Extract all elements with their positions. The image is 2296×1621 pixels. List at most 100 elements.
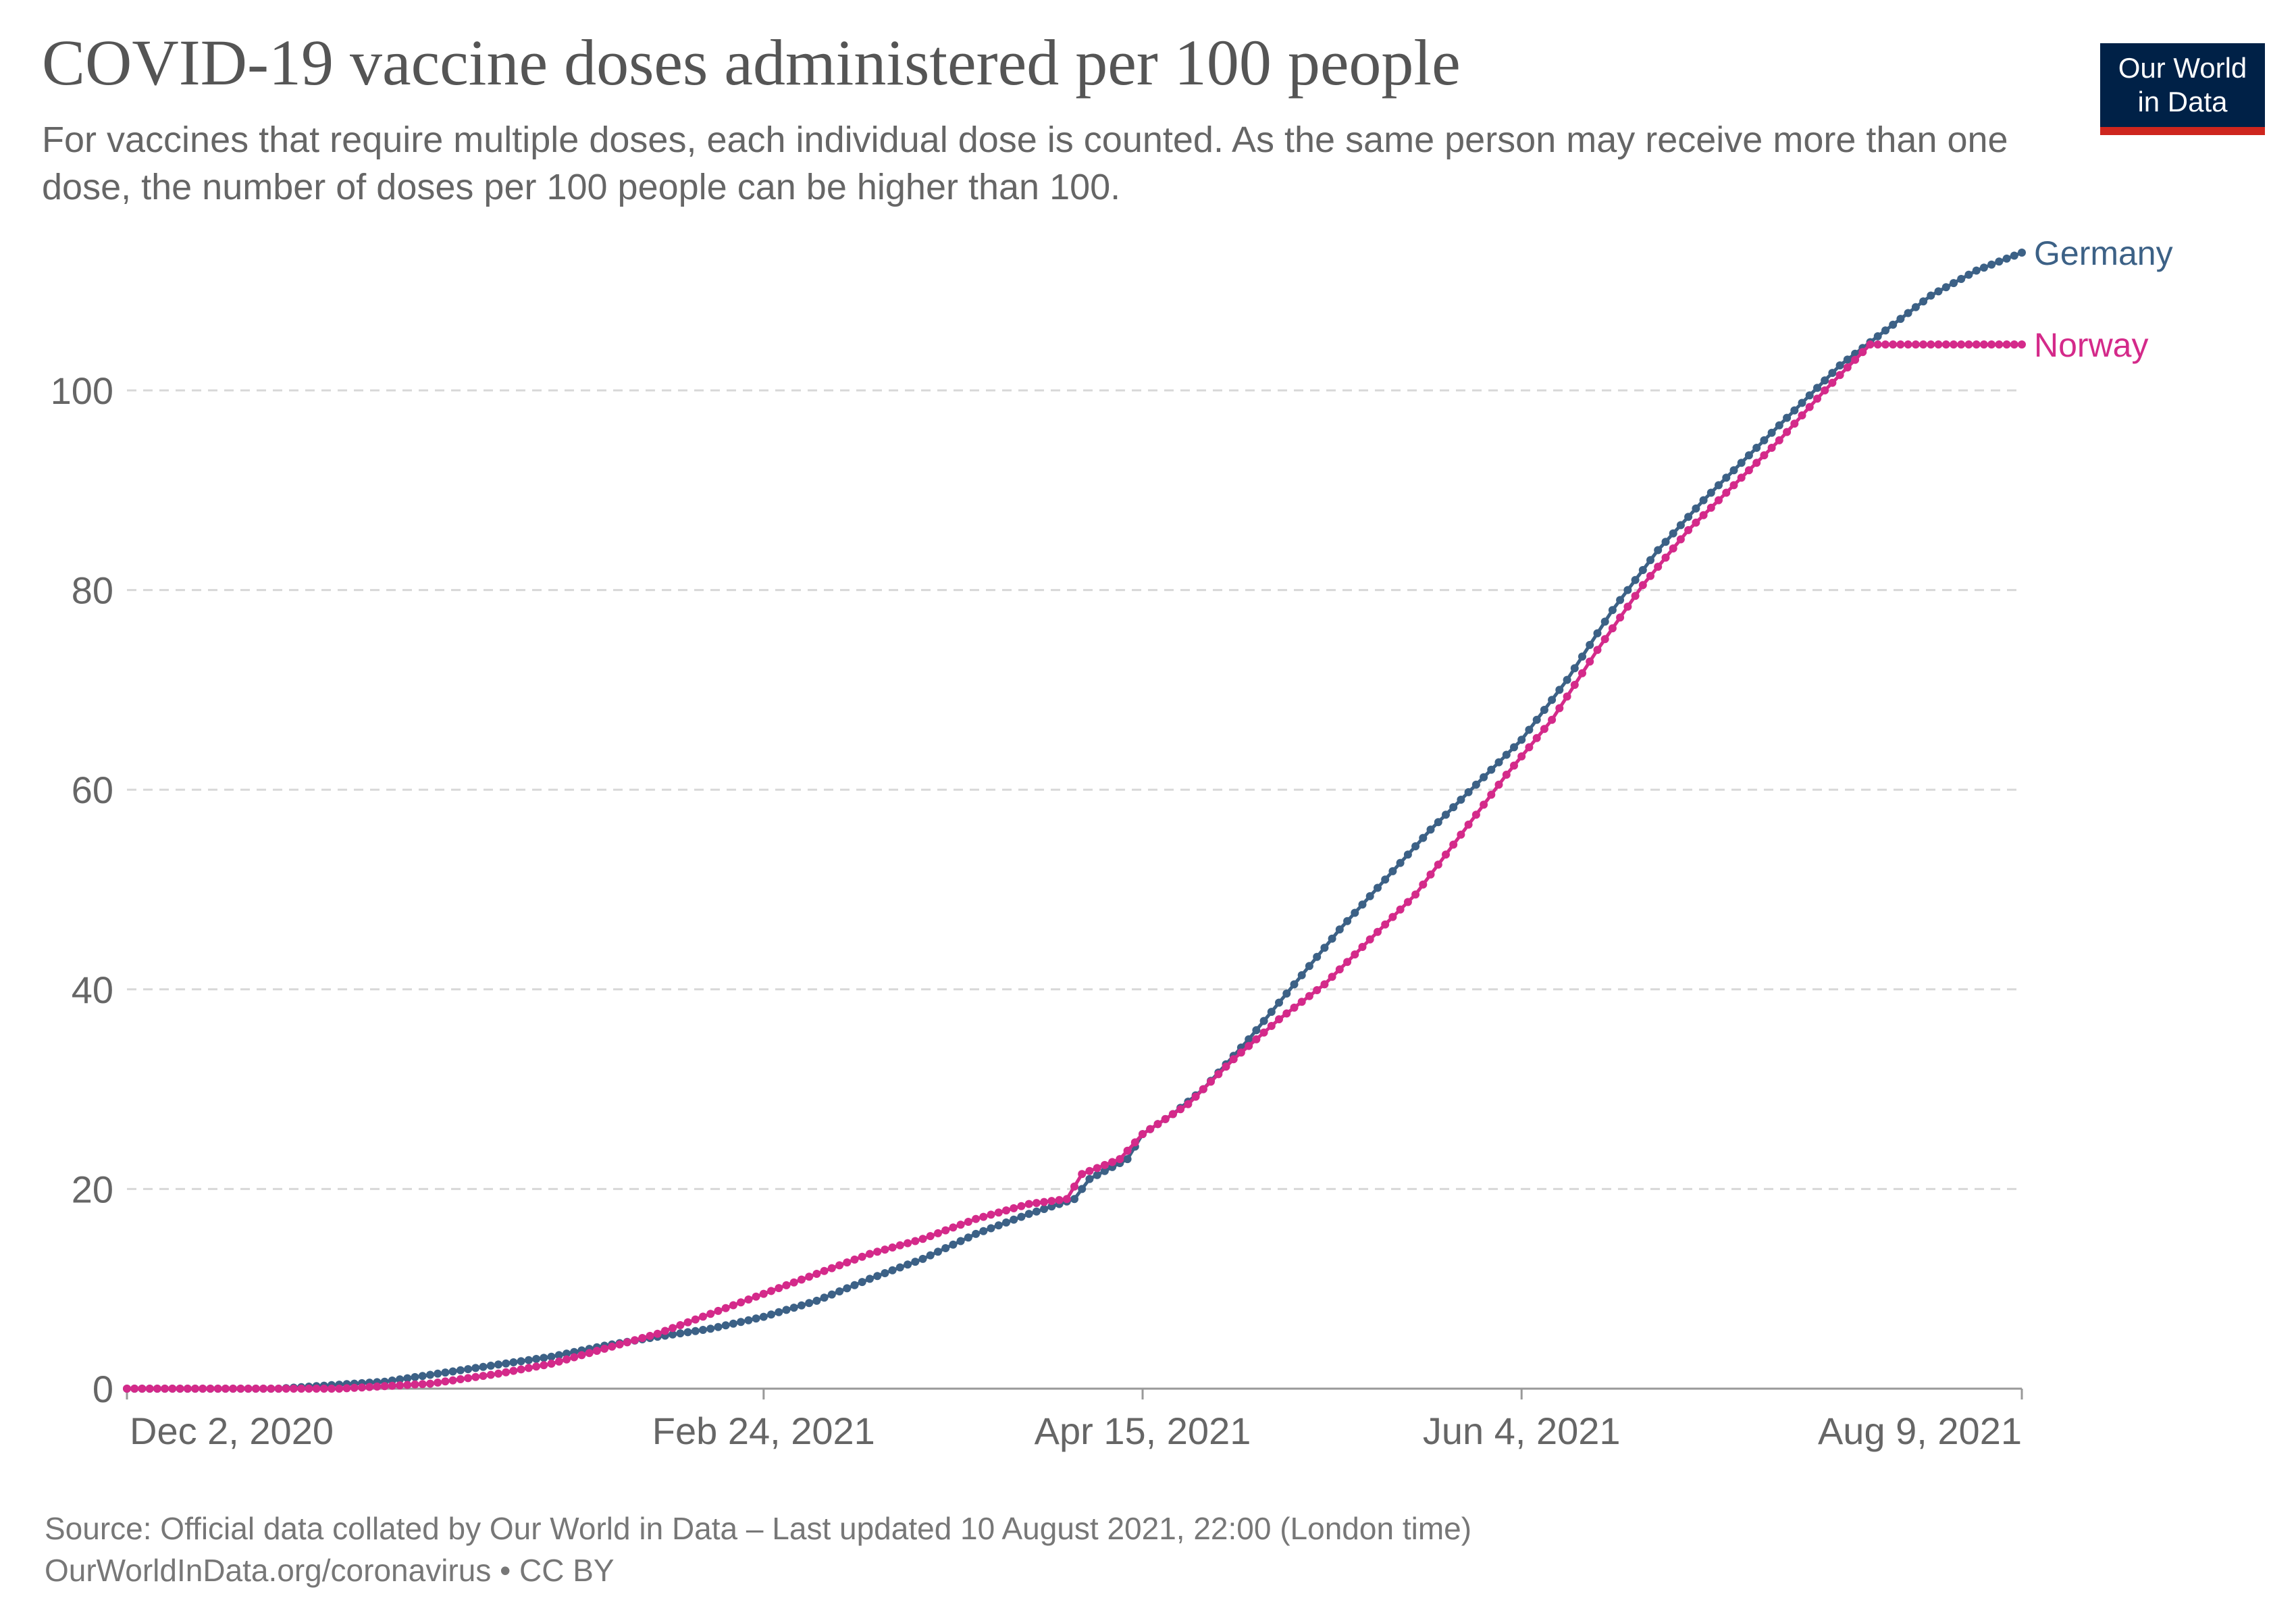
- data-point-norway[interactable]: [1471, 810, 1480, 819]
- data-point-norway[interactable]: [1374, 927, 1382, 936]
- data-point-germany[interactable]: [1085, 1175, 1094, 1183]
- data-point-norway[interactable]: [236, 1385, 245, 1393]
- data-point-germany[interactable]: [494, 1360, 502, 1369]
- data-point-norway[interactable]: [554, 1357, 563, 1366]
- data-point-norway[interactable]: [1525, 743, 1534, 752]
- data-point-norway[interactable]: [1987, 340, 1996, 349]
- data-point-germany[interactable]: [1578, 652, 1586, 661]
- data-point-germany[interactable]: [532, 1355, 541, 1363]
- data-point-norway[interactable]: [729, 1301, 737, 1310]
- data-point-norway[interactable]: [138, 1385, 147, 1393]
- data-point-germany[interactable]: [1267, 1008, 1276, 1017]
- data-point-germany[interactable]: [1070, 1195, 1078, 1204]
- data-point-germany[interactable]: [1957, 275, 1966, 283]
- data-point-norway[interactable]: [1578, 669, 1586, 677]
- data-point-germany[interactable]: [509, 1358, 518, 1366]
- data-point-germany[interactable]: [1320, 944, 1329, 952]
- data-point-norway[interactable]: [1457, 830, 1465, 839]
- data-point-germany[interactable]: [1638, 566, 1647, 574]
- data-point-germany[interactable]: [873, 1272, 882, 1281]
- data-point-norway[interactable]: [1654, 563, 1663, 571]
- data-point-germany[interactable]: [1631, 575, 1640, 584]
- data-point-germany[interactable]: [1502, 750, 1511, 759]
- data-point-norway[interactable]: [1403, 898, 1412, 906]
- data-point-germany[interactable]: [434, 1369, 442, 1378]
- data-point-germany[interactable]: [1040, 1205, 1049, 1213]
- data-point-germany[interactable]: [1245, 1035, 1253, 1044]
- data-point-norway[interactable]: [1062, 1195, 1071, 1204]
- data-point-norway[interactable]: [145, 1385, 154, 1393]
- data-point-norway[interactable]: [1078, 1170, 1087, 1179]
- data-point-norway[interactable]: [1972, 340, 1981, 349]
- data-point-norway[interactable]: [1706, 503, 1715, 512]
- data-point-norway[interactable]: [653, 1329, 662, 1338]
- data-point-norway[interactable]: [759, 1289, 768, 1298]
- data-point-germany[interactable]: [1706, 488, 1715, 497]
- data-point-germany[interactable]: [411, 1372, 419, 1381]
- data-point-norway[interactable]: [1692, 518, 1700, 527]
- data-point-norway[interactable]: [1593, 646, 1602, 654]
- data-point-norway[interactable]: [1737, 473, 1746, 482]
- data-point-norway[interactable]: [524, 1364, 533, 1372]
- data-point-norway[interactable]: [577, 1351, 586, 1360]
- data-point-norway[interactable]: [1957, 340, 1966, 349]
- data-point-norway[interactable]: [312, 1385, 321, 1393]
- data-point-norway[interactable]: [1889, 340, 1898, 349]
- data-point-norway[interactable]: [1896, 340, 1905, 349]
- data-point-germany[interactable]: [1752, 444, 1761, 452]
- data-point-germany[interactable]: [782, 1306, 791, 1314]
- data-point-norway[interactable]: [251, 1385, 260, 1393]
- data-point-germany[interactable]: [979, 1227, 988, 1235]
- data-point-germany[interactable]: [949, 1240, 958, 1249]
- data-point-germany[interactable]: [789, 1304, 798, 1312]
- data-point-norway[interactable]: [1941, 340, 1950, 349]
- data-point-norway[interactable]: [1343, 958, 1352, 967]
- data-point-germany[interactable]: [1002, 1218, 1010, 1227]
- data-point-germany[interactable]: [1548, 696, 1557, 704]
- data-point-germany[interactable]: [1798, 398, 1806, 407]
- data-point-norway[interactable]: [1214, 1070, 1223, 1079]
- data-point-norway[interactable]: [706, 1310, 715, 1318]
- data-point-norway[interactable]: [585, 1349, 594, 1358]
- data-point-norway[interactable]: [1442, 850, 1450, 859]
- data-point-germany[interactable]: [683, 1328, 692, 1337]
- data-point-norway[interactable]: [1222, 1062, 1230, 1071]
- data-point-germany[interactable]: [1078, 1185, 1087, 1193]
- data-point-germany[interactable]: [676, 1329, 685, 1338]
- data-point-germany[interactable]: [1487, 765, 1496, 774]
- data-point-norway[interactable]: [1176, 1105, 1185, 1114]
- data-point-germany[interactable]: [1464, 788, 1473, 796]
- data-point-germany[interactable]: [2010, 251, 2018, 260]
- data-point-norway[interactable]: [199, 1385, 207, 1393]
- data-point-norway[interactable]: [987, 1210, 995, 1219]
- data-point-germany[interactable]: [1411, 842, 1420, 850]
- data-point-germany[interactable]: [1790, 406, 1799, 415]
- data-point-norway[interactable]: [1805, 403, 1814, 411]
- data-point-norway[interactable]: [464, 1374, 473, 1383]
- data-point-germany[interactable]: [1093, 1170, 1101, 1179]
- data-point-norway[interactable]: [1055, 1195, 1064, 1204]
- data-point-germany[interactable]: [744, 1316, 753, 1324]
- data-point-norway[interactable]: [1184, 1100, 1193, 1108]
- data-point-germany[interactable]: [1964, 270, 1973, 279]
- data-point-norway[interactable]: [319, 1385, 328, 1393]
- data-point-germany[interactable]: [1259, 1017, 1268, 1025]
- data-point-germany[interactable]: [827, 1290, 836, 1299]
- data-point-germany[interactable]: [1692, 504, 1700, 513]
- data-point-norway[interactable]: [1570, 681, 1579, 689]
- data-point-norway[interactable]: [123, 1385, 131, 1393]
- data-point-norway[interactable]: [1419, 880, 1428, 889]
- data-point-norway[interactable]: [737, 1298, 746, 1307]
- data-point-norway[interactable]: [699, 1312, 707, 1321]
- data-point-norway[interactable]: [934, 1229, 942, 1237]
- data-point-germany[interactable]: [721, 1321, 730, 1330]
- data-point-norway[interactable]: [1835, 371, 1844, 380]
- data-point-germany[interactable]: [2018, 249, 2026, 257]
- data-point-norway[interactable]: [1267, 1022, 1276, 1030]
- data-point-germany[interactable]: [1010, 1215, 1018, 1224]
- data-point-germany[interactable]: [1123, 1155, 1132, 1164]
- data-point-norway[interactable]: [1199, 1085, 1207, 1093]
- data-point-norway[interactable]: [396, 1381, 405, 1390]
- data-point-norway[interactable]: [1911, 340, 1920, 349]
- data-point-norway[interactable]: [1494, 780, 1503, 789]
